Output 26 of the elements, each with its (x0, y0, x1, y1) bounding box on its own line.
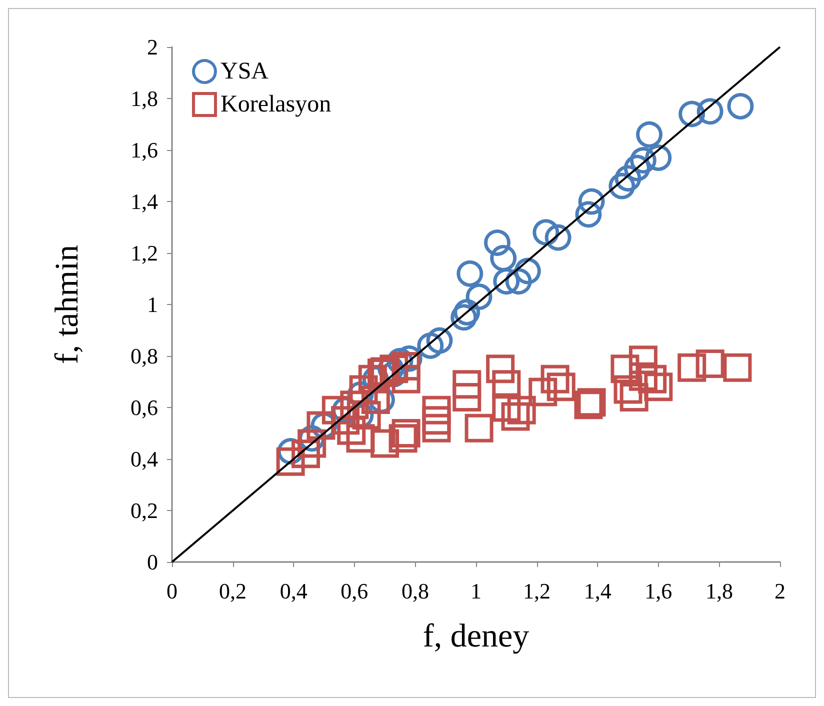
y-tick-label: 1,8 (130, 86, 158, 111)
x-tick-label: 0,6 (340, 578, 368, 604)
legend-label: YSA (220, 58, 270, 84)
x-tick-label: 0,2 (219, 578, 247, 604)
x-tick-label: 1,4 (584, 578, 612, 604)
y-tick-label: 0,8 (130, 344, 158, 368)
x-tick-label: 2 (774, 578, 786, 604)
y-tick-label: 1 (147, 292, 158, 317)
x-axis-title: f, deney (422, 618, 530, 654)
x-tick-label: 0,8 (401, 578, 429, 604)
x-tick-label: 1,2 (523, 578, 551, 604)
y-tick-label: 0,2 (130, 498, 158, 523)
y-axis-title: f, tahmin (50, 244, 86, 364)
y-tick-label: 1,2 (130, 240, 158, 266)
y-tick-label: 0 (147, 550, 158, 574)
y-tick-label: 2 (147, 34, 158, 60)
x-tick-label: 1,6 (644, 578, 672, 604)
y-tick-label: 0,6 (130, 395, 158, 420)
x-tick-label: 0 (166, 578, 178, 604)
y-tick-label: 0,4 (130, 446, 158, 472)
y-tick-label: 1,4 (130, 189, 158, 214)
x-tick-label: 1 (470, 578, 482, 604)
x-tick-label: 0,4 (280, 578, 308, 604)
x-tick-label: 1,8 (705, 578, 733, 604)
legend-label: Korelasyon (220, 92, 332, 118)
y-tick-label: 1,6 (130, 138, 158, 162)
